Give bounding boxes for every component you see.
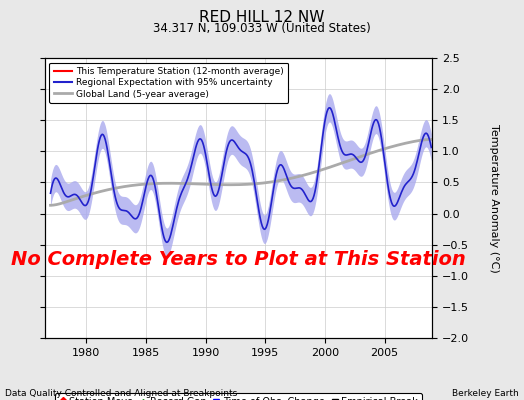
Text: Data Quality Controlled and Aligned at Breakpoints: Data Quality Controlled and Aligned at B… [5,389,237,398]
Text: Berkeley Earth: Berkeley Earth [452,389,519,398]
Y-axis label: Temperature Anomaly (°C): Temperature Anomaly (°C) [488,124,499,272]
Text: RED HILL 12 NW: RED HILL 12 NW [199,10,325,25]
Text: 34.317 N, 109.033 W (United States): 34.317 N, 109.033 W (United States) [153,22,371,35]
Text: No Complete Years to Plot at This Station: No Complete Years to Plot at This Statio… [11,250,466,269]
Legend: Station Move, Record Gap, Time of Obs. Change, Empirical Break: Station Move, Record Gap, Time of Obs. C… [55,393,422,400]
